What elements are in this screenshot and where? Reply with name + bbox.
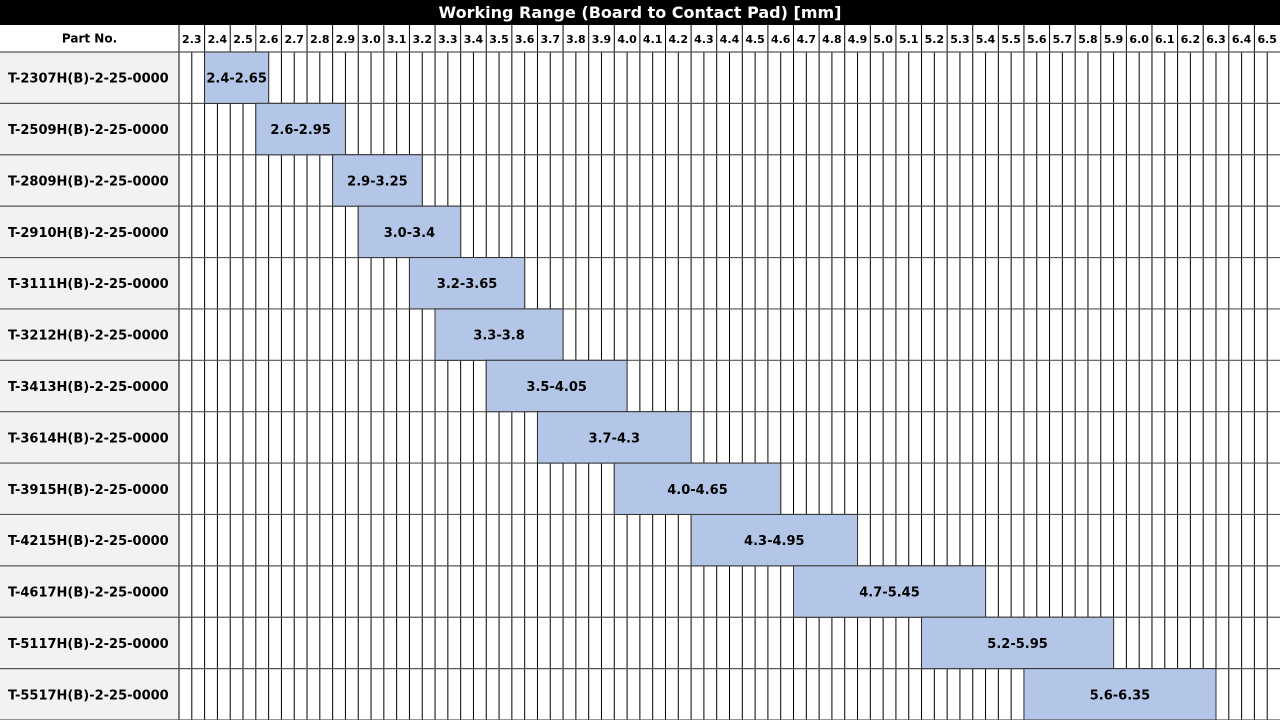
range-bar bbox=[690, 513, 859, 567]
column-tick-label: 3.3 bbox=[438, 33, 458, 46]
row-header-label: Part No. bbox=[62, 32, 117, 46]
column-tick-label: 4.6 bbox=[771, 33, 791, 46]
range-bar bbox=[613, 462, 782, 515]
part-cell bbox=[0, 308, 179, 361]
column-tick-label: 6.0 bbox=[1129, 33, 1149, 46]
range-bar-label: 2.9-3.25 bbox=[347, 174, 408, 189]
column-tick-label: 4.0 bbox=[617, 33, 637, 46]
range-bar bbox=[793, 565, 987, 618]
part-number: T-2307H(B)-2-25-0000 bbox=[8, 72, 169, 87]
part-cell bbox=[0, 52, 179, 104]
range-bar bbox=[1023, 668, 1217, 720]
column-tick-label: 3.7 bbox=[541, 33, 561, 46]
chart-title: Working Range (Board to Contact Pad) [mm… bbox=[0, 0, 1280, 25]
range-bar-label: 3.3-3.8 bbox=[473, 329, 524, 344]
column-tick-label: 5.9 bbox=[1104, 33, 1124, 46]
range-bar bbox=[485, 359, 628, 413]
column-tick-label: 2.8 bbox=[310, 33, 330, 46]
column-tick-label: 2.6 bbox=[259, 33, 279, 46]
part-number: T-3614H(B)-2-25-0000 bbox=[8, 431, 169, 446]
column-tick-label: 3.5 bbox=[489, 33, 509, 46]
part-number: T-2910H(B)-2-25-0000 bbox=[8, 226, 169, 241]
part-cell bbox=[0, 514, 179, 566]
column-tick-label: 2.3 bbox=[182, 33, 202, 46]
column-tick-label: 5.3 bbox=[950, 33, 970, 46]
range-bar bbox=[204, 51, 270, 104]
range-table: Part No. 2.3 2.4 2.5 2.6 2.7 2.8 2.9 3.0 3.1 3.2 3.… bbox=[0, 25, 1280, 720]
range-bar bbox=[332, 154, 423, 207]
column-tick-label: 3.8 bbox=[566, 33, 586, 46]
column-tick-label: 6.4 bbox=[1232, 33, 1252, 46]
column-tick-label: 3.4 bbox=[464, 33, 484, 46]
range-bar-label: 4.7-5.45 bbox=[859, 586, 920, 601]
part-number: T-3413H(B)-2-25-0000 bbox=[8, 380, 169, 395]
part-cell bbox=[0, 668, 179, 720]
column-tick-label: 3.9 bbox=[592, 33, 612, 46]
row-header-cell bbox=[0, 25, 179, 52]
column-tick-label: 5.2 bbox=[925, 33, 945, 46]
column-tick-label: 2.4 bbox=[208, 33, 228, 46]
column-tick-label: 5.4 bbox=[976, 33, 996, 46]
column-tick-label: 5.7 bbox=[1053, 33, 1073, 46]
part-cell bbox=[0, 257, 179, 309]
range-bar-label: 3.7-4.3 bbox=[589, 431, 640, 446]
column-tick-label: 3.1 bbox=[387, 33, 407, 46]
part-number: T-2509H(B)-2-25-0000 bbox=[8, 123, 169, 138]
part-number: T-3212H(B)-2-25-0000 bbox=[8, 329, 169, 344]
part-cell bbox=[0, 565, 179, 618]
range-bar bbox=[408, 257, 526, 310]
part-number: T-3915H(B)-2-25-0000 bbox=[8, 483, 169, 498]
column-tick-label: 3.6 bbox=[515, 33, 535, 46]
column-tick-label: 4.1 bbox=[643, 33, 663, 46]
column-tick-label: 2.7 bbox=[284, 33, 304, 46]
column-tick-label: 6.3 bbox=[1206, 33, 1226, 46]
column-tick-label: 5.8 bbox=[1078, 33, 1098, 46]
range-bar-label: 2.6-2.95 bbox=[270, 123, 331, 138]
column-tick-label: 3.2 bbox=[412, 33, 432, 46]
range-bar-label: 4.3-4.95 bbox=[744, 534, 805, 549]
column-tick-label: 5.6 bbox=[1027, 33, 1047, 46]
range-bar bbox=[921, 616, 1115, 670]
column-tick-label: 2.5 bbox=[233, 33, 253, 46]
part-cell bbox=[0, 360, 179, 412]
part-number: T-3111H(B)-2-25-0000 bbox=[8, 277, 169, 292]
range-bar-label: 5.6-6.35 bbox=[1090, 688, 1151, 703]
column-tick-label: 5.5 bbox=[1001, 33, 1021, 46]
column-tick-label: 4.4 bbox=[720, 33, 740, 46]
range-bar-label: 5.2-5.95 bbox=[987, 637, 1048, 652]
part-cell bbox=[0, 411, 179, 464]
part-number: T-4617H(B)-2-25-0000 bbox=[8, 586, 169, 601]
range-bar-label: 2.4-2.65 bbox=[206, 72, 267, 87]
part-cell bbox=[0, 154, 179, 207]
column-tick-label: 4.7 bbox=[797, 33, 817, 46]
column-tick-label: 4.9 bbox=[848, 33, 868, 46]
part-cell bbox=[0, 463, 179, 515]
column-tick-label: 4.3 bbox=[694, 33, 714, 46]
part-number: T-2809H(B)-2-25-0000 bbox=[8, 174, 169, 189]
range-bar-label: 3.5-4.05 bbox=[526, 380, 587, 395]
column-tick-label: 6.5 bbox=[1257, 33, 1277, 46]
part-cell bbox=[0, 206, 179, 258]
range-bar bbox=[255, 102, 346, 156]
column-tick-label: 4.8 bbox=[822, 33, 842, 46]
column-tick-label: 2.9 bbox=[336, 33, 356, 46]
part-number: T-4215H(B)-2-25-0000 bbox=[8, 534, 169, 549]
column-tick-label: 5.0 bbox=[873, 33, 893, 46]
column-tick-label: 5.1 bbox=[899, 33, 919, 46]
column-tick-label: 6.2 bbox=[1181, 33, 1201, 46]
part-number: T-5117H(B)-2-25-0000 bbox=[8, 637, 169, 652]
part-number: T-5517H(B)-2-25-0000 bbox=[8, 688, 169, 703]
column-tick-label: 3.0 bbox=[361, 33, 381, 46]
part-cell bbox=[0, 617, 179, 669]
column-tick-label: 4.2 bbox=[669, 33, 689, 46]
column-tick-label: 6.1 bbox=[1155, 33, 1175, 46]
column-tick-label: 4.5 bbox=[745, 33, 765, 46]
range-bar-label: 3.0-3.4 bbox=[384, 226, 435, 241]
part-cell bbox=[0, 103, 179, 155]
range-bar bbox=[434, 308, 564, 361]
range-bar-label: 3.2-3.65 bbox=[437, 277, 498, 292]
range-bar-label: 4.0-4.65 bbox=[667, 483, 728, 498]
